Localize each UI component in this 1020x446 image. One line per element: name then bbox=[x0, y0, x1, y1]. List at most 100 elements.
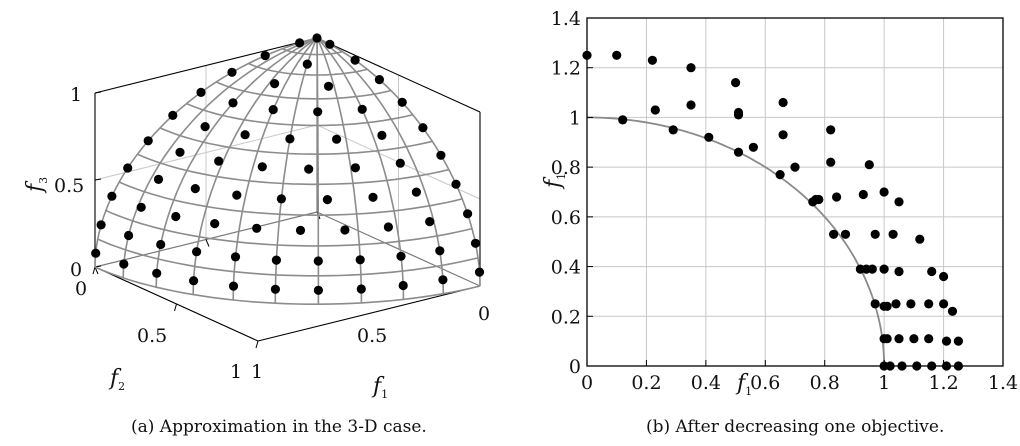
data-point-3d bbox=[374, 75, 384, 85]
data-point bbox=[733, 107, 744, 118]
data-point-3d bbox=[268, 105, 278, 115]
data-point-3d bbox=[411, 187, 421, 197]
data-point-3d bbox=[189, 276, 199, 286]
data-point-3d bbox=[96, 220, 106, 230]
x-tick-mark bbox=[174, 303, 177, 312]
data-point bbox=[864, 160, 874, 170]
data-point-3d bbox=[357, 104, 367, 114]
data-point-3d bbox=[395, 158, 405, 168]
y-tick-label: 0.6 bbox=[551, 207, 581, 229]
data-point-3d bbox=[143, 136, 153, 146]
data-point-3d bbox=[302, 59, 312, 69]
plot-2d: 0 0.2 0.4 0.6 0.8 1 1.2 1.4 0 0.2 0.4 0.6 0.8 1 1.2 1.… bbox=[541, 8, 1018, 398]
plot-3d-box bbox=[92, 37, 481, 349]
z-tick-0: 0 bbox=[70, 259, 82, 281]
plot-2d-grid bbox=[586, 17, 1004, 367]
data-point-3d bbox=[368, 192, 378, 202]
plot-2d-points bbox=[582, 50, 964, 371]
data-point-3d bbox=[257, 162, 267, 172]
y-tick-label: 0.4 bbox=[551, 257, 581, 279]
data-point bbox=[704, 132, 714, 142]
data-point-3d bbox=[107, 191, 117, 201]
data-point-3d bbox=[436, 150, 446, 160]
data-point bbox=[668, 125, 678, 135]
y-tick-label: 1.4 bbox=[551, 8, 581, 30]
z-tick-1: 1 bbox=[70, 84, 82, 106]
data-point bbox=[906, 299, 916, 309]
box-frame-edge bbox=[94, 37, 318, 94]
data-point bbox=[941, 336, 952, 346]
data-point-3d bbox=[470, 238, 481, 248]
data-point-3d bbox=[438, 275, 448, 285]
data-point-3d bbox=[451, 179, 461, 189]
data-point bbox=[867, 264, 877, 274]
y-tick-label: 0.8 bbox=[551, 157, 581, 179]
y-tick-1: 1 bbox=[230, 361, 242, 383]
data-point-3d bbox=[156, 239, 166, 250]
data-point-3d bbox=[435, 246, 445, 256]
data-point-3d bbox=[168, 110, 178, 120]
x-tick-label: 1 bbox=[878, 372, 890, 394]
x-tick-1: 1 bbox=[251, 361, 263, 383]
data-point-3d bbox=[285, 134, 295, 144]
data-point bbox=[829, 229, 839, 239]
data-point bbox=[686, 100, 696, 110]
z-tick-mark bbox=[94, 91, 102, 94]
data-point bbox=[832, 192, 842, 202]
x-tick-labels: 0 0.2 0.4 0.6 0.8 1 1.2 1.4 bbox=[581, 372, 1018, 394]
x-tick-label: 0 bbox=[581, 372, 593, 394]
data-point-3d bbox=[192, 247, 202, 257]
data-point bbox=[733, 147, 744, 157]
plot-2d-frame bbox=[586, 17, 1004, 367]
data-point bbox=[915, 234, 925, 244]
data-point-3d bbox=[214, 156, 224, 166]
data-point-3d bbox=[252, 223, 262, 233]
data-point bbox=[612, 50, 622, 60]
data-point bbox=[879, 187, 889, 197]
data-point bbox=[882, 334, 892, 344]
data-point-3d bbox=[270, 284, 280, 294]
z-axis-label: f3 bbox=[23, 177, 50, 194]
data-point-3d bbox=[175, 147, 185, 157]
data-point bbox=[870, 229, 880, 239]
meridian-line bbox=[232, 37, 318, 301]
data-point-3d bbox=[228, 281, 239, 291]
y-axis-label-2d: f1 bbox=[541, 173, 568, 190]
data-point bbox=[927, 266, 937, 277]
data-point bbox=[855, 264, 866, 274]
data-point bbox=[731, 78, 741, 88]
data-point bbox=[775, 170, 785, 180]
y-tick-label: 0.2 bbox=[551, 306, 581, 328]
box-frame-edge bbox=[257, 285, 481, 342]
data-point-3d bbox=[91, 248, 101, 258]
data-point-3d bbox=[230, 252, 241, 262]
data-point bbox=[778, 97, 788, 108]
data-point-3d bbox=[260, 51, 270, 61]
data-point-3d bbox=[313, 256, 323, 266]
back-axis-line bbox=[316, 211, 481, 287]
data-point bbox=[826, 157, 836, 167]
data-point bbox=[647, 55, 658, 65]
data-point-3d bbox=[240, 130, 250, 140]
data-point-3d bbox=[227, 67, 237, 77]
data-point bbox=[748, 142, 759, 152]
x-tick-label: 1.2 bbox=[928, 372, 958, 394]
data-point bbox=[894, 197, 904, 207]
data-point bbox=[811, 194, 821, 205]
x-tick-mark bbox=[255, 340, 259, 349]
data-point bbox=[686, 63, 696, 73]
plot-3d: 0 0.5 1 0 0.5 1 1 0.5 0 f3 f2 f1 bbox=[23, 33, 490, 401]
data-point bbox=[858, 189, 868, 200]
data-point-3d bbox=[196, 87, 206, 97]
data-point-3d bbox=[295, 38, 305, 48]
data-point-3d bbox=[350, 55, 360, 65]
data-point bbox=[909, 334, 919, 344]
data-point bbox=[888, 229, 898, 239]
y-tick-label: 0 bbox=[569, 356, 581, 378]
meridian-line bbox=[192, 37, 318, 295]
plot-2d-border bbox=[586, 17, 1004, 367]
caption-left: (a) Approximation in the 3-D case. bbox=[131, 417, 427, 437]
data-point-3d bbox=[383, 222, 393, 232]
data-point-3d bbox=[232, 190, 242, 200]
data-point-3d bbox=[304, 164, 314, 174]
